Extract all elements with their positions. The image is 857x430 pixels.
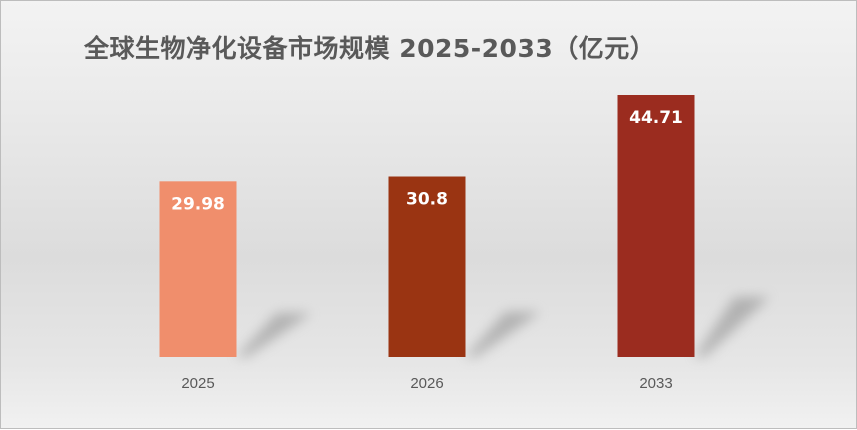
x-tick-label: 2026 xyxy=(410,375,443,392)
chart-title: 全球生物净化设备市场规模 2025-2033（亿元） xyxy=(84,34,656,63)
bar-2025 xyxy=(159,181,237,357)
bar-shadow xyxy=(236,313,312,357)
data-label: 44.71 xyxy=(629,108,683,128)
data-label: 29.98 xyxy=(171,194,225,214)
bar-2033 xyxy=(617,95,695,357)
x-tick-label: 2025 xyxy=(181,375,214,392)
x-tick-label: 2033 xyxy=(639,375,672,392)
bar-2026 xyxy=(388,176,466,357)
data-label: 30.8 xyxy=(406,190,448,210)
bar-shadow xyxy=(465,311,541,357)
bar-shadow xyxy=(694,297,770,357)
